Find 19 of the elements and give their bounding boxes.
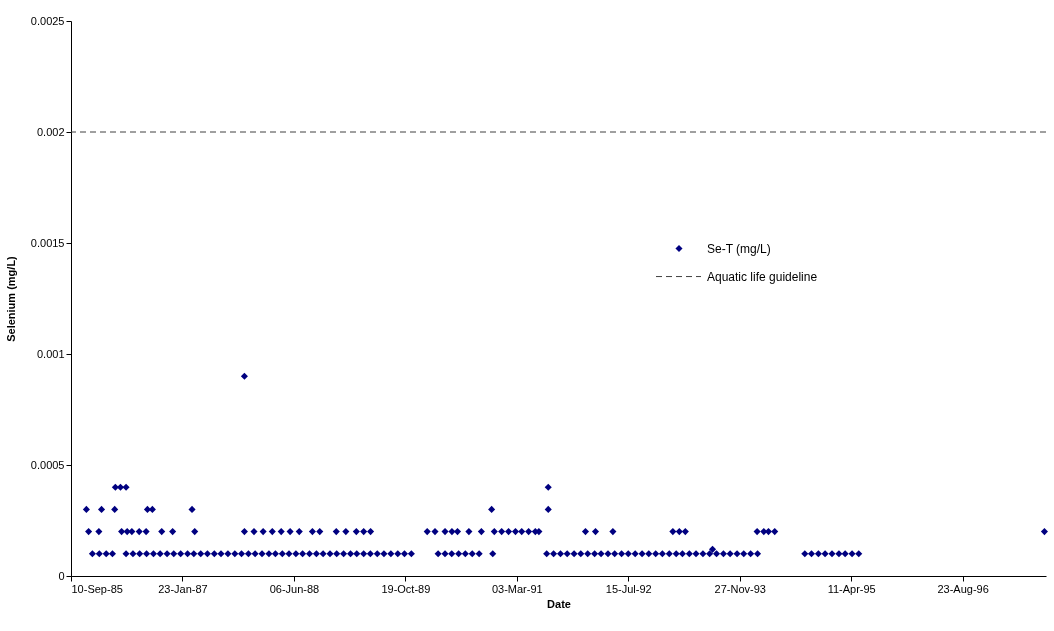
y-tick-label: 0.002 bbox=[36, 125, 65, 138]
y-axis-title: Selenium (mg/L) bbox=[4, 255, 17, 342]
y-tick-label: 0.0015 bbox=[30, 236, 65, 249]
x-tick-label: 11-Apr-95 bbox=[827, 582, 876, 595]
x-tick-label: 03-Mar-91 bbox=[491, 582, 543, 595]
x-tick-label: 27-Nov-93 bbox=[714, 582, 766, 595]
x-tick-label: 10-Sep-85 bbox=[71, 582, 123, 595]
y-tick-label: 0.0025 bbox=[30, 14, 65, 27]
x-axis-title: Date bbox=[547, 597, 571, 610]
legend-label: Se-T (mg/L) bbox=[707, 241, 771, 256]
x-tick-label: 06-Jun-88 bbox=[269, 582, 320, 595]
y-tick-label: 0.001 bbox=[36, 347, 65, 360]
legend-label: Aquatic life guideline bbox=[707, 269, 818, 284]
y-tick-label: 0.0005 bbox=[30, 458, 65, 471]
x-tick-label: 23-Jan-87 bbox=[158, 582, 208, 595]
x-tick-label: 23-Aug-96 bbox=[937, 582, 989, 595]
x-tick-label: 19-Oct-89 bbox=[381, 582, 431, 595]
x-tick-label: 15-Jul-92 bbox=[605, 582, 652, 595]
y-tick-label: 0 bbox=[58, 569, 65, 582]
